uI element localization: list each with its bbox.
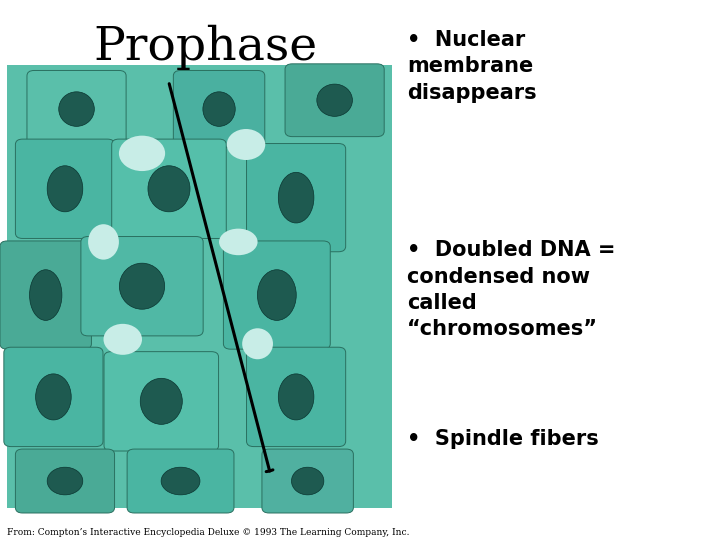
Ellipse shape xyxy=(48,166,83,212)
FancyBboxPatch shape xyxy=(285,64,384,137)
Bar xyxy=(7,65,392,508)
FancyBboxPatch shape xyxy=(4,347,103,447)
FancyBboxPatch shape xyxy=(246,144,346,252)
FancyBboxPatch shape xyxy=(223,241,330,349)
Text: Prophase: Prophase xyxy=(94,24,318,70)
Ellipse shape xyxy=(48,467,83,495)
FancyBboxPatch shape xyxy=(81,237,203,336)
FancyBboxPatch shape xyxy=(104,352,219,451)
FancyBboxPatch shape xyxy=(174,70,265,147)
Ellipse shape xyxy=(203,92,235,126)
Ellipse shape xyxy=(258,269,296,320)
Text: •  Nuclear
membrane
disappears: • Nuclear membrane disappears xyxy=(407,30,536,103)
Ellipse shape xyxy=(317,84,352,116)
Ellipse shape xyxy=(35,374,71,420)
FancyBboxPatch shape xyxy=(112,139,226,239)
FancyBboxPatch shape xyxy=(262,449,354,513)
Ellipse shape xyxy=(120,263,165,309)
Text: From: Compton’s Interactive Encyclopedia Deluxe © 1993 The Learning Company, Inc: From: Compton’s Interactive Encyclopedia… xyxy=(7,528,410,537)
FancyBboxPatch shape xyxy=(127,449,234,513)
Ellipse shape xyxy=(292,467,324,495)
FancyBboxPatch shape xyxy=(15,449,114,513)
Ellipse shape xyxy=(279,172,314,223)
Ellipse shape xyxy=(242,328,273,359)
Ellipse shape xyxy=(219,228,258,255)
Ellipse shape xyxy=(140,379,182,424)
FancyBboxPatch shape xyxy=(15,139,114,239)
Ellipse shape xyxy=(30,269,62,320)
Ellipse shape xyxy=(88,224,119,260)
FancyBboxPatch shape xyxy=(0,241,91,349)
Ellipse shape xyxy=(148,166,190,212)
Text: •  Doubled DNA =
condensed now
called
“chromosomes”: • Doubled DNA = condensed now called “ch… xyxy=(407,240,616,340)
Ellipse shape xyxy=(161,467,200,495)
FancyBboxPatch shape xyxy=(27,70,126,147)
Ellipse shape xyxy=(227,129,265,160)
Ellipse shape xyxy=(119,136,165,171)
FancyBboxPatch shape xyxy=(246,347,346,447)
Text: •  Spindle fibers: • Spindle fibers xyxy=(407,429,598,449)
Ellipse shape xyxy=(104,324,142,355)
Ellipse shape xyxy=(59,92,94,126)
Ellipse shape xyxy=(279,374,314,420)
